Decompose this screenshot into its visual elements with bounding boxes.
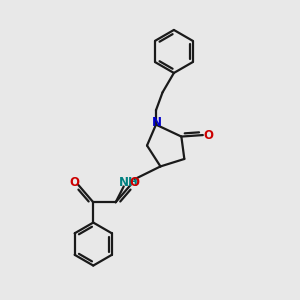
Text: O: O <box>130 176 140 189</box>
Text: N: N <box>152 116 162 129</box>
Text: O: O <box>69 176 79 189</box>
Text: NH: NH <box>119 176 139 189</box>
Text: O: O <box>203 129 213 142</box>
